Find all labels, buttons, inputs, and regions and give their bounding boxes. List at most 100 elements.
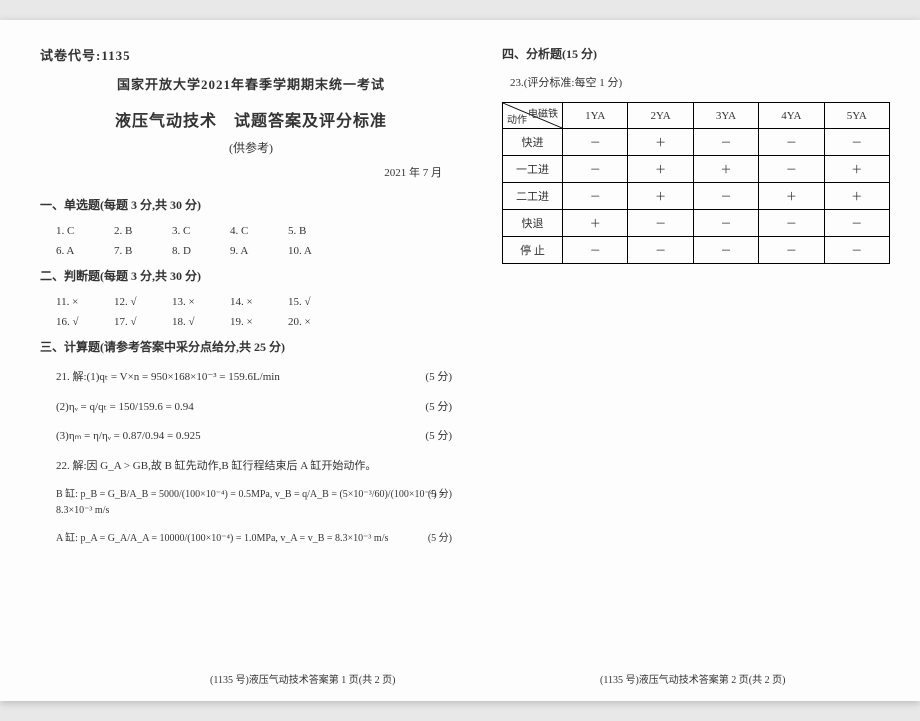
diag-top-label: 电磁铁 (528, 105, 558, 120)
cell: － (759, 237, 824, 264)
cell: ＋ (628, 156, 693, 183)
table-row: 快退 ＋ － － － － (503, 210, 890, 237)
cell: － (693, 210, 758, 237)
diag-header: 电磁铁 动作 (503, 103, 563, 129)
col-head: 2YA (628, 103, 693, 129)
score-text: (5 分) (428, 531, 452, 547)
exam-title: 液压气动技术 试题答案及评分标准 (40, 107, 462, 131)
q23-line: 23.(评分标准:每空 1 分) (510, 74, 890, 90)
cell: － (759, 210, 824, 237)
diag-bot-label: 动作 (507, 111, 527, 126)
answer-cell: 14. × (230, 296, 288, 308)
cell: － (693, 183, 758, 210)
answer-cell: 12. √ (114, 296, 172, 308)
row-label: 二工进 (503, 183, 563, 210)
section-4-header: 四、分析题(15 分) (502, 45, 890, 62)
cell: － (563, 237, 628, 264)
answer-cell: 8. D (172, 245, 230, 257)
s1-row-1: 1. C 2. B 3. C 4. C 5. B (56, 225, 462, 237)
col-head: 5YA (824, 103, 889, 129)
col-head: 4YA (759, 103, 824, 129)
cell: ＋ (563, 210, 628, 237)
calc-22-a: A 缸: p_A = G_A/A_A = 10000/(100×10⁻⁴) = … (56, 531, 462, 547)
answer-cell: 17. √ (114, 316, 172, 328)
calc-22-intro: 22. 解:因 G_A > GB,故 B 缸先动作,B 缸行程结束后 A 缸开始… (56, 458, 462, 476)
calc-text: B 缸: p_B = G_B/A_B = 5000/(100×10⁻⁴) = 0… (56, 489, 445, 516)
answer-cell: 11. × (56, 296, 114, 308)
cell: － (563, 156, 628, 183)
section-3-header: 三、计算题(请参考答案中采分点给分,共 25 分) (40, 338, 462, 355)
score-text: (5 分) (425, 399, 452, 417)
table-row: 停 止 － － － － － (503, 237, 890, 264)
calc-text: 21. 解:(1)qₜ = V×n = 950×168×10⁻³ = 159.6… (56, 371, 280, 383)
exam-date: 2021 年 7 月 (40, 164, 462, 180)
calc-text: (2)ηᵥ = q/qₜ = 150/159.6 = 0.94 (56, 401, 194, 413)
calc-22-b: B 缸: p_B = G_B/A_B = 5000/(100×10⁻⁴) = 0… (56, 487, 462, 519)
score-text: (5 分) (425, 428, 452, 446)
score-text: (5 分) (425, 369, 452, 387)
cell: － (628, 237, 693, 264)
answer-cell: 16. √ (56, 316, 114, 328)
calc-21-1: 21. 解:(1)qₜ = V×n = 950×168×10⁻³ = 159.6… (56, 369, 462, 387)
footer-left: (1135 号)液压气动技术答案第 1 页(共 2 页) (210, 671, 395, 686)
cell: － (759, 156, 824, 183)
row-label: 快退 (503, 210, 563, 237)
table-row: 二工进 － ＋ － ＋ ＋ (503, 183, 890, 210)
answer-cell: 1. C (56, 225, 114, 237)
row-label: 停 止 (503, 237, 563, 264)
cell: － (563, 129, 628, 156)
table-header-row: 电磁铁 动作 1YA 2YA 3YA 4YA 5YA (503, 103, 890, 129)
left-column: 试卷代号:1135 国家开放大学2021年春季学期期末统一考试 液压气动技术 试… (40, 45, 482, 681)
row-label: 一工进 (503, 156, 563, 183)
cell: ＋ (628, 129, 693, 156)
answer-cell: 7. B (114, 245, 172, 257)
cell: ＋ (628, 183, 693, 210)
answer-cell: 19. × (230, 316, 288, 328)
calc-21-2: (2)ηᵥ = q/qₜ = 150/159.6 = 0.94 (5 分) (56, 399, 462, 417)
col-head: 3YA (693, 103, 758, 129)
row-label: 快进 (503, 129, 563, 156)
cell: － (824, 237, 889, 264)
answer-cell: 5. B (288, 225, 346, 237)
answer-cell: 4. C (230, 225, 288, 237)
cell: ＋ (824, 156, 889, 183)
cell: ＋ (693, 156, 758, 183)
cell: ＋ (759, 183, 824, 210)
university-line: 国家开放大学2021年春季学期期末统一考试 (40, 74, 462, 93)
answer-cell: 9. A (230, 245, 288, 257)
section-2-header: 二、判断题(每题 3 分,共 30 分) (40, 267, 462, 284)
s2-row-1: 11. × 12. √ 13. × 14. × 15. √ (56, 296, 462, 308)
calc-text: (3)ηₘ = η/ηᵥ = 0.87/0.94 = 0.925 (56, 430, 201, 442)
cell: － (693, 237, 758, 264)
answer-cell: 10. A (288, 245, 346, 257)
reference-note: (供参考) (40, 139, 462, 156)
cell: ＋ (824, 183, 889, 210)
footer-right: (1135 号)液压气动技术答案第 2 页(共 2 页) (600, 671, 785, 686)
s1-row-2: 6. A 7. B 8. D 9. A 10. A (56, 245, 462, 257)
calc-21-3: (3)ηₘ = η/ηᵥ = 0.87/0.94 = 0.925 (5 分) (56, 428, 462, 446)
solenoid-table-wrap: 电磁铁 动作 1YA 2YA 3YA 4YA 5YA 快进 － ＋ － － － (502, 102, 890, 264)
answer-cell: 6. A (56, 245, 114, 257)
cell: － (628, 210, 693, 237)
score-text: (5 分) (428, 487, 452, 503)
calc-text: A 缸: p_A = G_A/A_A = 10000/(100×10⁻⁴) = … (56, 533, 388, 544)
answer-cell: 15. √ (288, 296, 346, 308)
answer-cell: 2. B (114, 225, 172, 237)
section-1-header: 一、单选题(每题 3 分,共 30 分) (40, 196, 462, 213)
s2-row-2: 16. √ 17. √ 18. √ 19. × 20. × (56, 316, 462, 328)
answer-cell: 18. √ (172, 316, 230, 328)
cell: － (824, 210, 889, 237)
table-row: 快进 － ＋ － － － (503, 129, 890, 156)
solenoid-table: 电磁铁 动作 1YA 2YA 3YA 4YA 5YA 快进 － ＋ － － － (502, 102, 890, 264)
cell: － (759, 129, 824, 156)
answer-cell: 3. C (172, 225, 230, 237)
table-row: 一工进 － ＋ ＋ － ＋ (503, 156, 890, 183)
answer-cell: 13. × (172, 296, 230, 308)
cell: － (824, 129, 889, 156)
paper-code: 试卷代号:1135 (40, 45, 462, 64)
calc-text: 22. 解:因 G_A > GB,故 B 缸先动作,B 缸行程结束后 A 缸开始… (56, 460, 376, 472)
col-head: 1YA (563, 103, 628, 129)
answer-cell: 20. × (288, 316, 346, 328)
cell: － (693, 129, 758, 156)
cell: － (563, 183, 628, 210)
